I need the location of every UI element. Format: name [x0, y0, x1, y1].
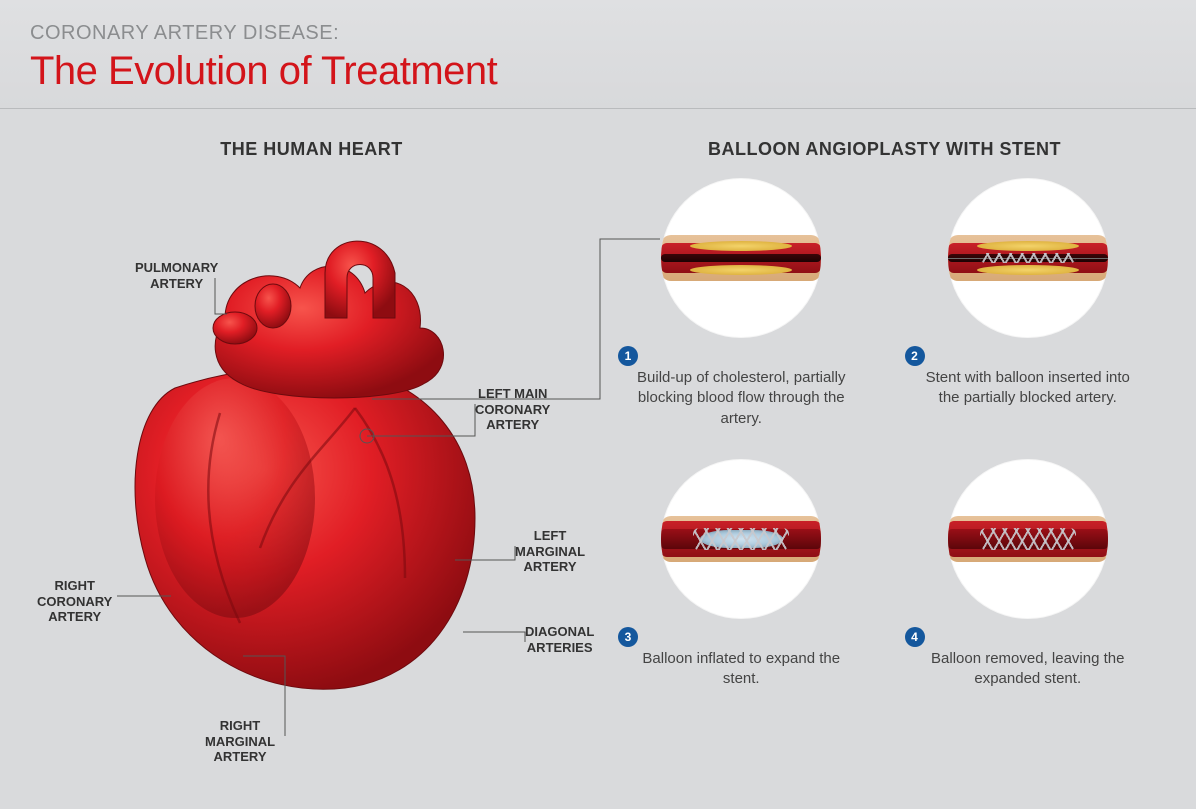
page-title: The Evolution of Treatment [30, 49, 1166, 94]
step-badge-1: 1 [618, 346, 638, 366]
heart-panel: THE HUMAN HEART [25, 139, 598, 775]
step-caption-3: Balloon inflated to expand the stent. [636, 649, 846, 690]
heart-label-left-marginal-artery: LEFT MARGINAL ARTERY [515, 528, 585, 575]
step-2-illustration [948, 178, 1108, 338]
heart-svg [25, 178, 605, 738]
angioplasty-panel: BALLOON ANGIOPLASTY WITH STENT 1Build-up… [598, 139, 1171, 775]
step-1-illustration [661, 178, 821, 338]
step-4-illustration [948, 459, 1108, 619]
content: THE HUMAN HEART [0, 109, 1196, 775]
step-badge-3: 3 [618, 627, 638, 647]
header: CORONARY ARTERY DISEASE: The Evolution o… [0, 0, 1196, 109]
step-3: 3Balloon inflated to expand the stent. [618, 459, 865, 690]
heart-label-pulmonary-artery: PULMONARY ARTERY [135, 260, 218, 291]
steps-grid: 1Build-up of cholesterol, partially bloc… [598, 178, 1171, 689]
step-3-illustration [661, 459, 821, 619]
heart-label-right-marginal-artery: RIGHT MARGINAL ARTERY [205, 718, 275, 765]
page-subtitle: CORONARY ARTERY DISEASE: [30, 22, 1166, 45]
step-caption-1: Build-up of cholesterol, partially block… [636, 368, 846, 429]
heart-label-diagonal-arteries: DIAGONAL ARTERIES [525, 624, 594, 655]
heart-diagram: PULMONARY ARTERY LEFT MAIN CORONARY ARTER… [25, 178, 598, 738]
heart-label-left-main-coronary-artery: LEFT MAIN CORONARY ARTERY [475, 386, 550, 433]
angioplasty-section-title: BALLOON ANGIOPLASTY WITH STENT [598, 139, 1171, 160]
step-badge-2: 2 [905, 346, 925, 366]
step-caption-4: Balloon removed, leaving the expanded st… [923, 649, 1133, 690]
step-4: 4Balloon removed, leaving the expanded s… [905, 459, 1152, 690]
step-1: 1Build-up of cholesterol, partially bloc… [618, 178, 865, 429]
heart-section-title: THE HUMAN HEART [25, 139, 598, 160]
step-caption-2: Stent with balloon inserted into the par… [923, 368, 1133, 409]
step-2: 2Stent with balloon inserted into the pa… [905, 178, 1152, 429]
heart-label-right-coronary-artery: RIGHT CORONARY ARTERY [37, 578, 112, 625]
step-badge-4: 4 [905, 627, 925, 647]
